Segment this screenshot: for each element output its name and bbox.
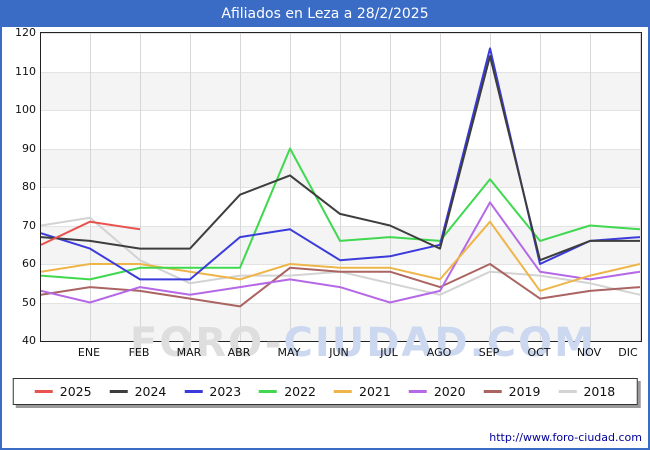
chart-lines	[41, 47, 641, 308]
x-axis-month-label: MAY	[277, 346, 301, 359]
y-axis-tick-label: 90	[22, 141, 36, 155]
x-axis-month-label: JUN	[329, 346, 349, 359]
plot-band	[41, 71, 641, 110]
plot-band	[41, 302, 641, 341]
horizontal-gridline	[41, 33, 641, 34]
y-axis-tick-label: 70	[22, 218, 36, 232]
vertical-gridline	[240, 33, 241, 341]
plot-area	[40, 32, 642, 342]
x-axis-month-label: OCT	[527, 346, 551, 359]
vertical-gridline	[340, 33, 341, 341]
horizontal-gridline	[41, 225, 641, 227]
plot-band	[41, 225, 641, 264]
y-axis-tick-label: 110	[15, 64, 36, 78]
watermark-part2: CIUDAD.COM	[283, 320, 596, 366]
chart-title: Afiliados en Leza a 28/2/2025	[2, 2, 648, 27]
vertical-gridline	[540, 33, 541, 341]
legend-label: 2023	[209, 384, 242, 399]
vertical-gridline	[190, 33, 191, 341]
y-axis-tick-label: 120	[15, 26, 36, 39]
legend-color-dash	[34, 390, 53, 393]
y-axis-tick-label: 40	[22, 334, 36, 347]
legend-color-dash	[184, 390, 203, 393]
legend-label: 2024	[134, 384, 167, 399]
horizontal-gridline	[41, 302, 641, 304]
plot-band	[41, 187, 641, 226]
x-axis-month-label: FEB	[128, 346, 150, 359]
legend-label: 2025	[59, 384, 92, 399]
x-axis-month-label: ENE	[77, 346, 101, 359]
x-axis-month-label: MAR	[176, 346, 202, 359]
horizontal-gridline	[41, 148, 641, 150]
series-line-2020	[41, 201, 641, 304]
vertical-gridline	[640, 33, 641, 341]
x-axis-month-label: AGO	[426, 346, 452, 359]
legend-color-dash	[334, 390, 352, 393]
x-axis-month-label: JUL	[380, 346, 398, 359]
legend-color-dash	[259, 390, 278, 393]
series-line-2025	[41, 220, 141, 246]
y-axis-tick-label: 80	[22, 180, 36, 193]
vertical-gridline	[590, 33, 591, 341]
legend-color-dash	[109, 390, 128, 393]
legend-item-2024: 2024	[109, 384, 167, 399]
legend-item-2018: 2018	[558, 384, 615, 399]
legend-item-2019: 2019	[483, 384, 541, 399]
y-axis-tick-label: 50	[22, 295, 36, 309]
vertical-gridline	[490, 33, 491, 341]
vertical-gridline	[390, 33, 391, 341]
vertical-gridline	[290, 33, 291, 341]
series-line-2024	[41, 55, 640, 262]
legend-label: 2019	[508, 384, 541, 399]
series-line-2023	[41, 47, 641, 281]
y-axis-tick-label: 60	[22, 257, 36, 270]
legend-label: 2021	[359, 384, 391, 399]
legend-item-2020: 2020	[408, 384, 466, 399]
plot-band	[41, 264, 641, 303]
legend-item-2021: 2021	[334, 384, 391, 399]
x-axis-month-label: ABR	[227, 346, 251, 359]
series-line-2022	[41, 147, 641, 281]
plot-band	[41, 110, 641, 149]
x-axis-month-label: NOV	[576, 346, 602, 359]
horizontal-gridline	[41, 264, 641, 265]
horizontal-gridline	[41, 110, 641, 111]
x-axis-month-label: DIC	[618, 346, 638, 359]
legend-item-2025: 2025	[34, 384, 92, 399]
y-axis-tick-label: 100	[15, 103, 36, 116]
horizontal-gridline	[41, 187, 641, 188]
vertical-gridline	[140, 33, 141, 341]
legend-item-2023: 2023	[184, 384, 241, 399]
legend: 2025 2024 2023 2022 2021 2020 2019 2018	[12, 378, 638, 405]
vertical-gridline	[440, 33, 441, 341]
x-axis-month-label: SEP	[478, 346, 500, 359]
legend-color-dash	[558, 390, 577, 393]
legend-color-dash	[408, 390, 427, 393]
legend-label: 2020	[433, 384, 466, 399]
footer-url[interactable]: http://www.foro-ciudad.com	[489, 431, 642, 444]
watermark-part1: FORO-	[130, 320, 284, 366]
horizontal-gridline	[41, 71, 641, 73]
legend-label: 2022	[284, 384, 316, 399]
watermark: FORO-CIUDAD.COM	[130, 320, 596, 366]
legend-item-2022: 2022	[259, 384, 316, 399]
series-line-2019	[41, 263, 641, 308]
legend-color-dash	[483, 390, 502, 393]
plot-band	[41, 33, 641, 72]
vertical-gridline	[90, 33, 91, 341]
legend-label: 2018	[583, 384, 616, 399]
series-line-2021	[41, 220, 641, 292]
plot-band	[41, 148, 641, 187]
